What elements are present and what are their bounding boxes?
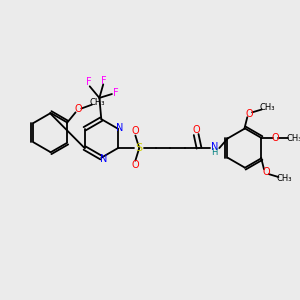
Text: O: O [245,109,253,119]
Text: N: N [116,123,124,133]
Text: N: N [100,154,107,164]
Text: CH₃: CH₃ [260,103,275,112]
Text: F: F [86,77,92,88]
Text: O: O [132,160,139,170]
Text: CH₃: CH₃ [90,98,106,107]
Text: H: H [211,148,218,158]
Text: CH₃: CH₃ [286,134,300,143]
Text: O: O [272,134,279,143]
Text: O: O [262,167,270,177]
Text: N: N [211,142,218,152]
Text: F: F [101,76,107,85]
Text: O: O [192,125,200,135]
Text: F: F [113,88,118,98]
Text: O: O [132,126,139,136]
Text: O: O [75,104,82,115]
Text: S: S [136,143,143,153]
Text: CH₃: CH₃ [277,174,292,183]
